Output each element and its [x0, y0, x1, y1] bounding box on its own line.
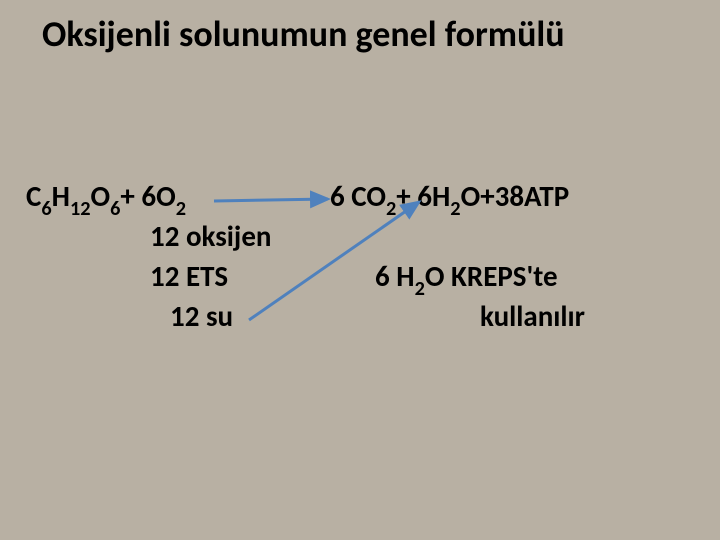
formula-sub: 2	[415, 277, 425, 301]
line-12-ets: 12 ETS	[150, 258, 228, 294]
formula-part: O+38ATP	[461, 178, 570, 214]
slide-title: Oksijenli solunumun genel formülü	[42, 12, 565, 56]
left-formula: C6H12O6+ 6O2	[26, 178, 186, 219]
arrows-svg	[0, 0, 720, 540]
formula-sub: 6	[110, 197, 120, 221]
formula-part: 6 CO	[330, 178, 386, 214]
formula-part: O KREPS'te	[425, 258, 558, 294]
formula-part: + 6O	[120, 178, 175, 214]
right-formula: 6 CO2+ 6H2O+38ATP	[330, 178, 569, 219]
arrow-formula	[214, 199, 328, 201]
formula-sub: 2	[386, 197, 396, 221]
formula-sub: 2	[450, 197, 460, 221]
formula-part: 6 H	[375, 258, 415, 294]
formula-part: O	[91, 178, 111, 214]
formula-part: + 6H	[396, 178, 450, 214]
line-12-oksijen: 12 oksijen	[150, 218, 271, 254]
formula-part: H	[52, 178, 70, 214]
formula-part: C	[26, 178, 41, 214]
line-12-su: 12 su	[170, 298, 233, 334]
formula-sub: 12	[70, 197, 91, 221]
line-kullanilir: kullanılır	[480, 298, 585, 334]
line-6-h2o-kreps: 6 H2O KREPS'te	[375, 258, 558, 299]
formula-sub: 6	[41, 197, 51, 221]
